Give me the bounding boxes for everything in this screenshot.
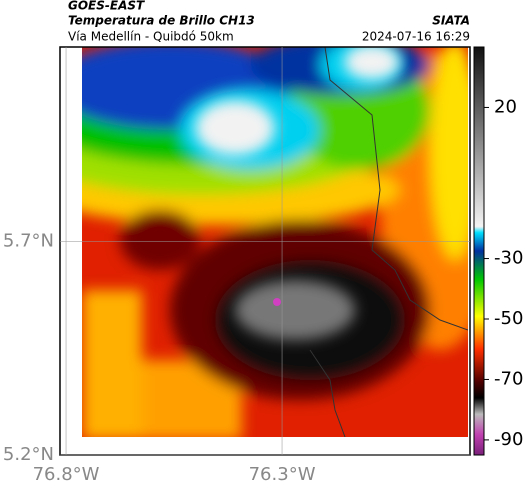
- colorbar-tick-label: 20: [494, 96, 517, 117]
- colorbar: [473, 46, 485, 456]
- colorbar-tick-label: -90: [494, 429, 523, 450]
- source: SIATA: [432, 14, 470, 28]
- cold-spot: [273, 298, 281, 306]
- region: Vía Medellín - Quibdó 50km: [68, 30, 234, 44]
- border: [324, 47, 468, 331]
- colorbar-tick-label: -50: [494, 308, 523, 329]
- border: [309, 349, 346, 437]
- title: Temperatura de Brillo CH13: [68, 14, 255, 28]
- x-tick-label: 76.3°W: [249, 464, 316, 485]
- product: GOES-EAST: [68, 0, 145, 13]
- satellite-image: [82, 47, 468, 437]
- y-tick-label: 5.2°N: [3, 444, 54, 465]
- y-tick-label: 5.7°N: [3, 230, 54, 251]
- colorbar-tick-label: -30: [494, 248, 523, 269]
- x-tick-label: 76.8°W: [33, 464, 100, 485]
- timestamp: 2024-07-16 16:29: [362, 30, 470, 44]
- colorbar-tick-label: -70: [494, 368, 523, 389]
